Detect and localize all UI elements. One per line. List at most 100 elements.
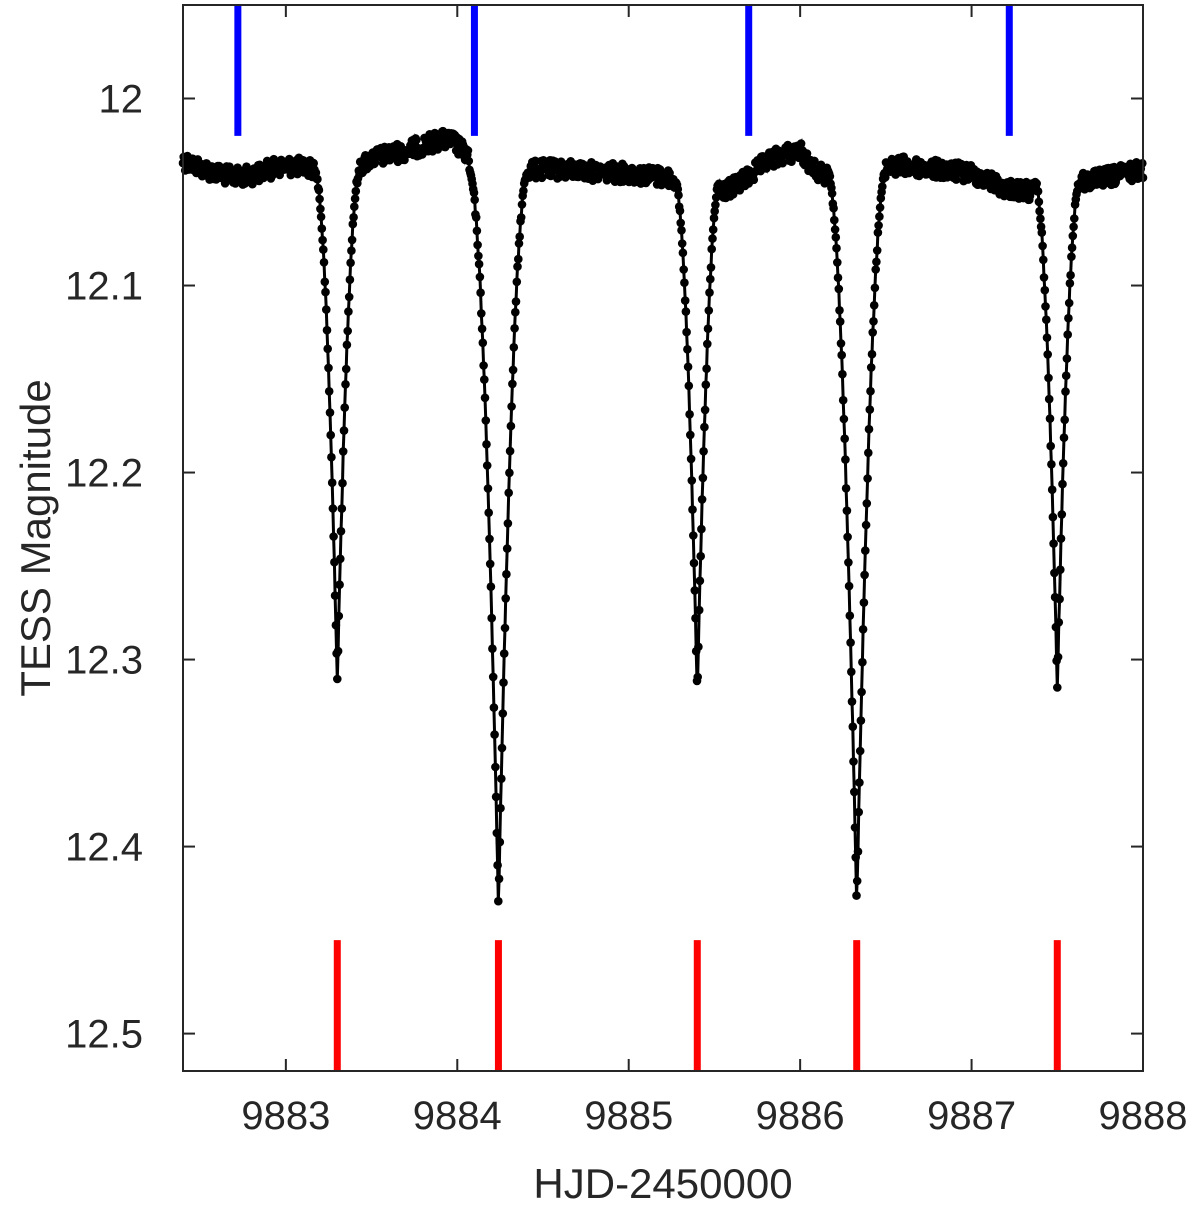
data-point — [855, 746, 865, 756]
data-point — [474, 251, 483, 261]
data-point — [1040, 285, 1050, 295]
data-point — [327, 452, 336, 462]
x-tick-labels: 9883 9884 9885 9886 9887 9888 — [241, 1094, 1187, 1138]
data-point — [678, 248, 688, 258]
data-point — [322, 305, 331, 314]
data-point — [506, 421, 516, 431]
data-point — [870, 283, 880, 293]
data-point — [677, 226, 686, 235]
data-point — [497, 774, 506, 783]
data-point — [680, 296, 690, 305]
data-point — [480, 375, 489, 384]
data-point — [1053, 683, 1062, 692]
data-point — [497, 743, 507, 753]
data-point — [1060, 415, 1069, 425]
data-point — [689, 531, 698, 540]
data-point — [710, 206, 719, 216]
data-point — [1061, 371, 1071, 381]
data-point — [847, 667, 856, 677]
data-point — [347, 246, 356, 255]
data-point — [326, 430, 336, 440]
data-point — [1055, 594, 1064, 604]
data-point — [503, 519, 513, 528]
data-point — [476, 288, 485, 298]
data-point — [346, 258, 355, 268]
data-point — [483, 484, 493, 493]
data-point — [694, 642, 703, 652]
data-point — [702, 364, 711, 374]
data-point — [850, 823, 860, 832]
data-point — [836, 339, 846, 348]
data-point — [328, 504, 338, 513]
y-tick-label: 12.4 — [65, 826, 143, 870]
data-point — [810, 156, 819, 166]
data-point — [341, 364, 351, 374]
data-point — [707, 244, 716, 254]
data-point — [706, 274, 715, 284]
data-point — [687, 476, 697, 485]
data-point — [1049, 539, 1058, 548]
data-point — [478, 338, 488, 348]
data-point — [845, 611, 855, 620]
data-point — [337, 504, 347, 513]
data-point — [320, 277, 330, 287]
data-point — [514, 239, 524, 248]
data-point — [463, 146, 473, 155]
x-tick-label: 9887 — [927, 1094, 1016, 1138]
data-point — [481, 416, 491, 425]
data-point — [701, 380, 711, 390]
data-point — [833, 258, 842, 267]
data-point — [344, 307, 353, 316]
data-point — [338, 447, 348, 456]
data-point — [491, 762, 500, 772]
data-point — [514, 254, 523, 264]
data-point — [835, 317, 845, 326]
data-point — [838, 395, 848, 405]
data-point — [1046, 441, 1055, 451]
data-point — [1036, 214, 1045, 223]
data-point — [479, 361, 488, 370]
data-point — [517, 200, 527, 209]
data-point — [1053, 652, 1063, 662]
data-point — [1070, 214, 1079, 223]
data-point — [477, 324, 487, 334]
data-point — [869, 317, 878, 326]
data-point — [846, 638, 855, 647]
data-point — [502, 544, 512, 553]
y-tick-label: 12.5 — [65, 1013, 143, 1057]
data-point — [858, 657, 867, 667]
data-point — [504, 488, 513, 498]
data-point — [1042, 315, 1051, 325]
data-point — [1109, 162, 1119, 172]
data-point — [338, 478, 347, 488]
data-point — [844, 558, 853, 567]
data-point — [1057, 510, 1067, 519]
data-point — [505, 468, 514, 478]
data-point — [1039, 255, 1048, 265]
data-point — [537, 173, 547, 183]
data-point — [336, 554, 345, 564]
data-point — [513, 262, 522, 271]
data-point — [347, 235, 357, 245]
data-point — [309, 159, 319, 168]
data-point — [349, 213, 358, 222]
data-point — [866, 363, 876, 372]
data-point — [698, 473, 708, 483]
data-point — [325, 408, 335, 417]
data-point — [470, 195, 480, 205]
data-point — [530, 156, 540, 166]
data-point — [1064, 298, 1074, 308]
data-point — [683, 345, 692, 354]
data-point — [867, 349, 877, 359]
data-point — [1067, 243, 1077, 252]
data-point — [694, 605, 704, 615]
data-point — [860, 570, 869, 580]
data-point — [675, 206, 685, 216]
data-point — [323, 344, 333, 354]
data-point — [842, 506, 852, 515]
data-point — [830, 225, 840, 234]
data-point — [1058, 459, 1068, 468]
data-point — [370, 158, 380, 167]
data-point — [691, 613, 700, 623]
data-point — [488, 672, 498, 682]
